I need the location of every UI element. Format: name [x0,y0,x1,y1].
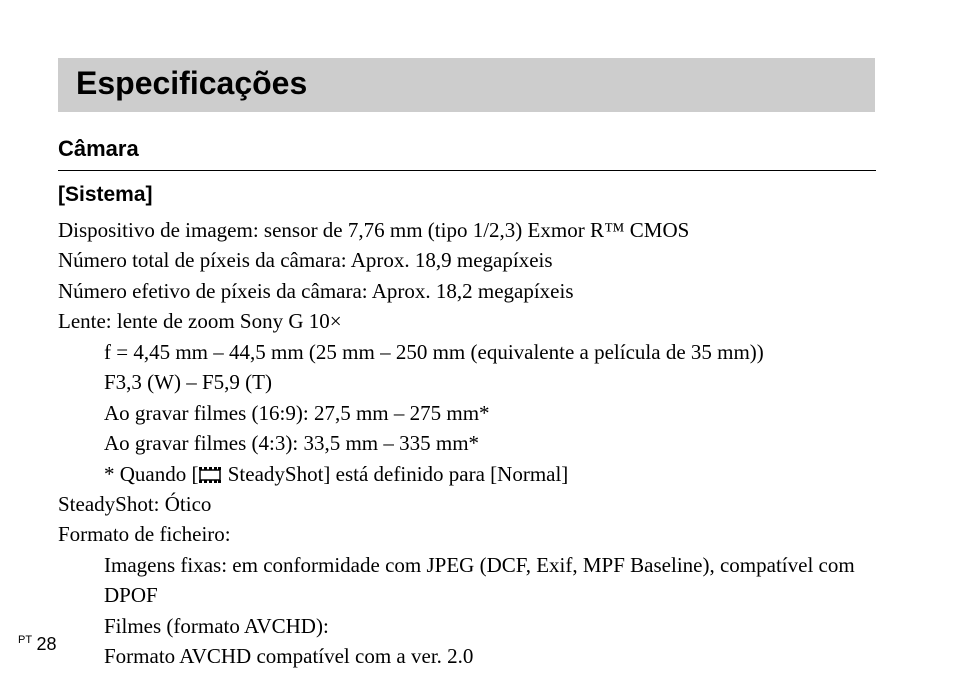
section-divider [58,170,876,171]
page-title: Especificações [76,65,857,102]
spec-body: Dispositivo de imagem: sensor de 7,76 mm… [58,215,890,672]
spec-line: Número total de píxeis da câmara: Aprox.… [58,245,890,275]
footer-page-number: 28 [37,634,57,654]
spec-line-indent: Ao gravar filmes (4:3): 33,5 mm – 335 mm… [58,428,890,458]
spec-line: Dispositivo de imagem: sensor de 7,76 mm… [58,215,890,245]
spec-line: Lente: lente de zoom Sony G 10× [58,306,890,336]
film-icon [198,467,222,483]
spec-line-indent: f = 4,45 mm – 44,5 mm (25 mm – 250 mm (e… [58,337,890,367]
spec-line-indent: Imagens fixas: em conformidade com JPEG … [58,550,890,611]
page-footer: PT 28 [18,634,57,655]
spec-line: Formato de ficheiro: [58,519,890,549]
spec-line-indent: Ao gravar filmes (16:9): 27,5 mm – 275 m… [58,398,890,428]
footer-language: PT [18,634,32,646]
section-label-system: [Sistema] [58,183,890,207]
spec-line-indent: Formato AVCHD compatível com a ver. 2.0 [58,641,890,671]
title-bar: Especificações [58,58,875,112]
spec-line-indent: Filmes (formato AVCHD): [58,611,890,641]
subheading-camera: Câmara [58,136,890,162]
spec-line: SteadyShot: Ótico [58,489,890,519]
spec-line-indent: F3,3 (W) – F5,9 (T) [58,367,890,397]
spec-text: * Quando [ [104,462,198,486]
spec-line-indent: * Quando [ SteadyShot] está definido par… [58,459,890,489]
document-page: Especificações Câmara [Sistema] Disposit… [0,0,954,673]
spec-line: Número efetivo de píxeis da câmara: Apro… [58,276,890,306]
spec-text: SteadyShot] está definido para [Normal] [222,462,568,486]
